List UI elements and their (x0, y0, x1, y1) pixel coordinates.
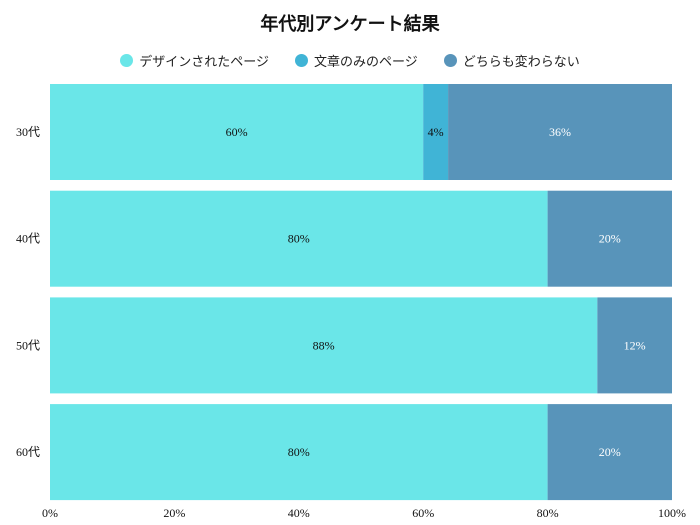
data-label: 60% (226, 125, 248, 139)
bar-segment[interactable] (547, 404, 672, 501)
category-label: 50代 (16, 338, 40, 352)
x-tick-label: 60% (412, 506, 434, 520)
legend-item[interactable]: 文章のみのページ (294, 51, 418, 70)
bar-segment[interactable] (50, 297, 598, 394)
legend-item[interactable]: デザインされたページ (120, 51, 269, 70)
bar-segment[interactable] (50, 190, 548, 287)
bar-segment[interactable] (423, 84, 449, 180)
legend: デザインされたページ 文章のみのページ どちらも変わらない (0, 51, 700, 70)
data-label: 36% (549, 125, 571, 139)
data-label: 12% (624, 338, 646, 352)
bar-segment[interactable] (50, 404, 548, 501)
legend-swatch (294, 54, 308, 67)
x-tick-label: 0% (42, 506, 58, 520)
data-label: 88% (313, 338, 335, 352)
x-tick-label: 40% (288, 506, 310, 520)
bar-segment[interactable] (547, 190, 672, 287)
category-label: 30代 (16, 125, 40, 139)
bar-segment[interactable] (448, 84, 672, 180)
legend-label: デザインされたページ (139, 55, 269, 70)
data-label: 80% (288, 232, 310, 246)
chart-title: 年代別アンケート結果 (260, 14, 440, 35)
category-label: 40代 (16, 232, 40, 246)
data-label: 20% (599, 232, 621, 246)
x-tick-label: 100% (658, 506, 686, 520)
legend-swatch (120, 54, 134, 67)
x-tick-label: 80% (537, 506, 559, 520)
bar-segment[interactable] (50, 84, 424, 180)
legend-label: どちらも変わらない (462, 55, 580, 70)
data-label: 4% (428, 125, 444, 139)
bar-segment[interactable] (597, 297, 672, 394)
data-label: 20% (599, 445, 621, 459)
legend-item[interactable]: どちらも変わらない (443, 51, 580, 70)
category-label: 60代 (16, 445, 40, 459)
legend-label: 文章のみのページ (313, 55, 418, 70)
legend-swatch (443, 54, 457, 67)
x-tick-label: 20% (163, 506, 185, 520)
data-label: 80% (288, 445, 310, 459)
